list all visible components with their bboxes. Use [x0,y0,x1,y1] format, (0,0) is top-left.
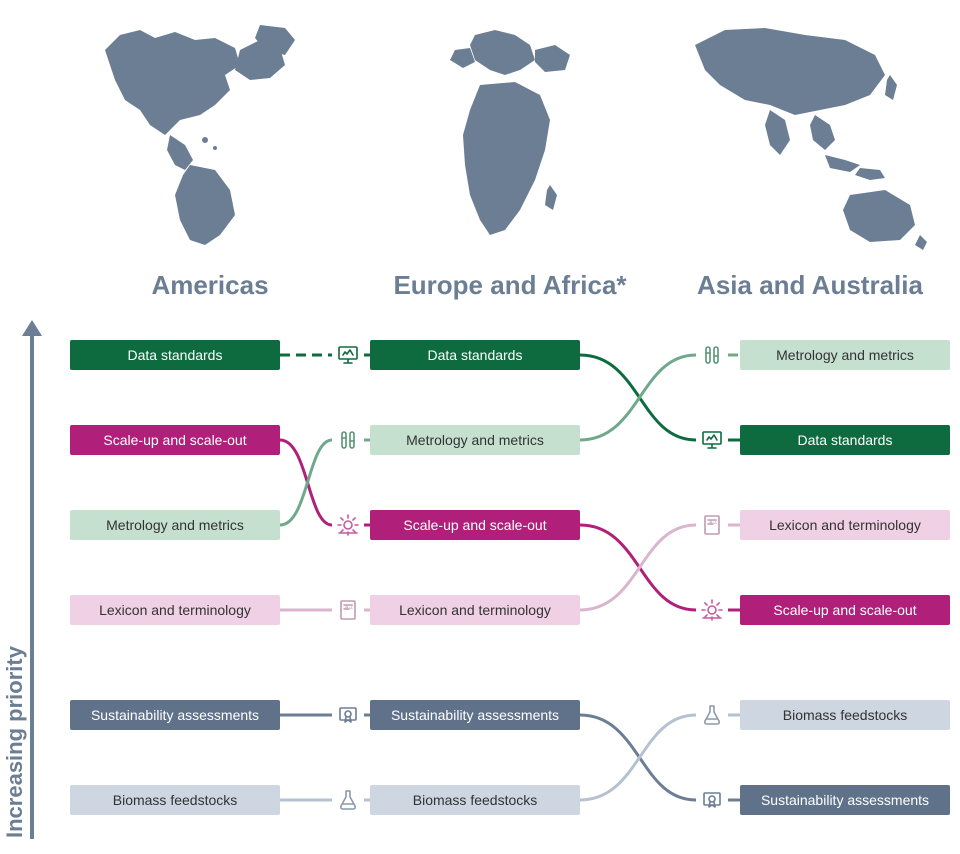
book-icon: A-Z [336,598,360,622]
monitor-icon [700,428,724,452]
book-icon: A-Z [700,513,724,537]
col-title-asia-au: Asia and Australia [670,270,950,301]
priority-box-eu_af-lexicon: Lexicon and terminology [370,595,580,625]
priority-box-eu_af-data_standards: Data standards [370,340,580,370]
priority-diagram: Data standards Scale-up and scale-out Metr… [60,330,960,850]
priority-box-americas-scale_up: Scale-up and scale-out [70,425,280,455]
priority-box-asia_au-scale_up: Scale-up and scale-out [740,595,950,625]
map-asia-australia [670,20,950,260]
asia-au-map-icon [685,20,935,250]
priority-box-eu_af-metrology: Metrology and metrics [370,425,580,455]
priority-box-asia_au-metrology: Metrology and metrics [740,340,950,370]
priority-box-eu_af-biomass: Biomass feedstocks [370,785,580,815]
priority-box-asia_au-sustainability: Sustainability assessments [740,785,950,815]
tubes-icon [336,428,360,452]
priority-box-asia_au-biomass: Biomass feedstocks [740,700,950,730]
americas-map-icon [85,20,335,250]
cert-icon [336,703,360,727]
priority-box-eu_af-scale_up: Scale-up and scale-out [370,510,580,540]
eu-africa-map-icon [385,20,635,250]
cert-icon [700,788,724,812]
flask-icon [336,788,360,812]
map-eu-africa [370,20,650,260]
priority-box-americas-biomass: Biomass feedstocks [70,785,280,815]
svg-text:A-Z: A-Z [345,605,353,611]
priority-box-asia_au-data_standards: Data standards [740,425,950,455]
priority-box-americas-sustainability: Sustainability assessments [70,700,280,730]
map-americas [70,20,350,260]
monitor-icon [336,343,360,367]
tubes-icon [700,343,724,367]
priority-box-americas-data_standards: Data standards [70,340,280,370]
axis-label: Increasing priority [2,646,28,838]
priority-box-asia_au-lexicon: Lexicon and terminology [740,510,950,540]
gear-icon [336,513,360,537]
priority-box-americas-lexicon: Lexicon and terminology [70,595,280,625]
priority-box-eu_af-sustainability: Sustainability assessments [370,700,580,730]
col-title-eu-af: Europe and Africa* [370,270,650,301]
gear-icon [700,598,724,622]
priority-box-americas-metrology: Metrology and metrics [70,510,280,540]
priority-arrow [30,334,34,839]
flask-icon [700,703,724,727]
svg-text:A-Z: A-Z [709,520,717,526]
col-title-americas: Americas [70,270,350,301]
